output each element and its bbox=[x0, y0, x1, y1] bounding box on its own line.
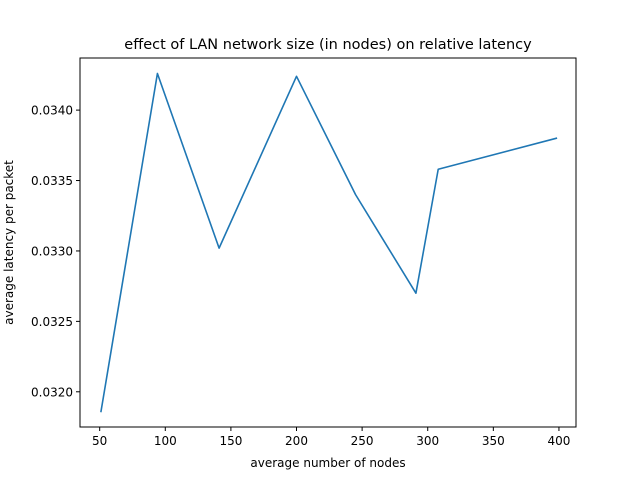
x-tick-label: 250 bbox=[351, 434, 374, 448]
x-tick-label: 50 bbox=[92, 434, 107, 448]
y-axis: 0.0320 0.0325 0.0330 0.0335 0.0340 bbox=[31, 104, 80, 399]
series-layer bbox=[100, 72, 558, 413]
x-tick-label: 350 bbox=[482, 434, 505, 448]
x-tick-label: 200 bbox=[285, 434, 308, 448]
y-tick-label: 0.0330 bbox=[31, 244, 73, 258]
x-axis: 50 100 150 200 250 300 350 400 bbox=[92, 427, 570, 448]
x-tick-label: 400 bbox=[547, 434, 570, 448]
y-tick-label: 0.0325 bbox=[31, 315, 73, 329]
x-tick-label: 300 bbox=[416, 434, 439, 448]
y-tick-label: 0.0335 bbox=[31, 174, 73, 188]
x-tick-label: 150 bbox=[219, 434, 242, 448]
plot-area bbox=[80, 58, 576, 427]
y-tick-label: 0.0340 bbox=[31, 104, 73, 118]
x-axis-label: average number of nodes bbox=[250, 456, 405, 470]
y-axis-label: average latency per packet bbox=[2, 160, 16, 325]
x-tick-label: 100 bbox=[154, 434, 177, 448]
plot-frame bbox=[79, 57, 577, 428]
chart-title: effect of LAN network size (in nodes) on… bbox=[124, 37, 532, 53]
series-line-0 bbox=[100, 72, 558, 413]
y-tick-label: 0.0320 bbox=[31, 385, 73, 399]
